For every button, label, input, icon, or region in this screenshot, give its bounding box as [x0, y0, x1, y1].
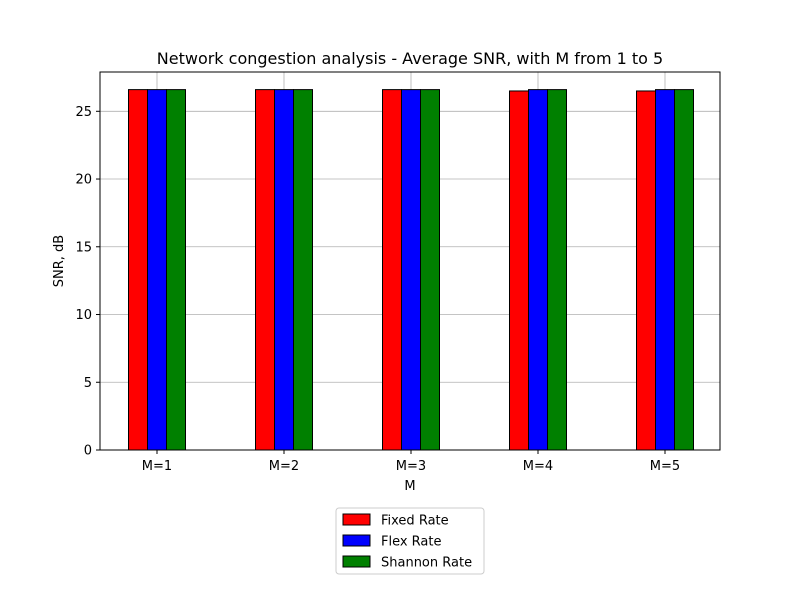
y-axis-label: SNR, dB [52, 235, 67, 287]
bar [420, 89, 440, 451]
y-tick-label: 20 [75, 173, 92, 188]
x-axis-label: M [404, 479, 415, 494]
bar [547, 89, 567, 451]
legend-swatch [342, 513, 371, 526]
bar [293, 89, 313, 451]
x-tick-label: M=5 [650, 459, 680, 474]
y-tick-label: 5 [84, 376, 92, 391]
bar [382, 89, 402, 451]
bar [528, 89, 548, 451]
bar [509, 90, 529, 451]
bar [166, 89, 186, 451]
chart-title: Network congestion analysis - Average SN… [157, 49, 663, 68]
plot-area-frame [99, 71, 721, 451]
legend-label: Flex Rate [381, 535, 442, 550]
legend-swatch [342, 534, 371, 547]
x-tick-label: M=2 [269, 459, 299, 474]
bar [674, 89, 694, 451]
legend-swatch [342, 555, 371, 568]
bars [128, 89, 694, 451]
bar [128, 89, 148, 451]
y-tick-label: 25 [75, 105, 92, 120]
y-tick-label: 0 [84, 444, 92, 459]
bar [255, 89, 275, 451]
legend-label: Fixed Rate [381, 514, 449, 529]
bar [147, 89, 167, 451]
bar [636, 90, 656, 451]
legend: Fixed Rate Flex Rate Shannon Rate [335, 507, 485, 575]
y-tick-label: 15 [75, 240, 92, 255]
bar [274, 89, 294, 451]
axes: 0 5 10 15 20 25 M=1 M=2 M=3 M=4 M=5 [75, 105, 680, 474]
x-tick-label: M=1 [142, 459, 172, 474]
legend-box [335, 507, 485, 575]
bar [401, 89, 421, 451]
bar [655, 89, 675, 451]
y-tick-label: 10 [75, 308, 92, 323]
x-tick-label: M=4 [523, 459, 553, 474]
x-tick-label: M=3 [396, 459, 426, 474]
legend-label: Shannon Rate [381, 556, 472, 571]
